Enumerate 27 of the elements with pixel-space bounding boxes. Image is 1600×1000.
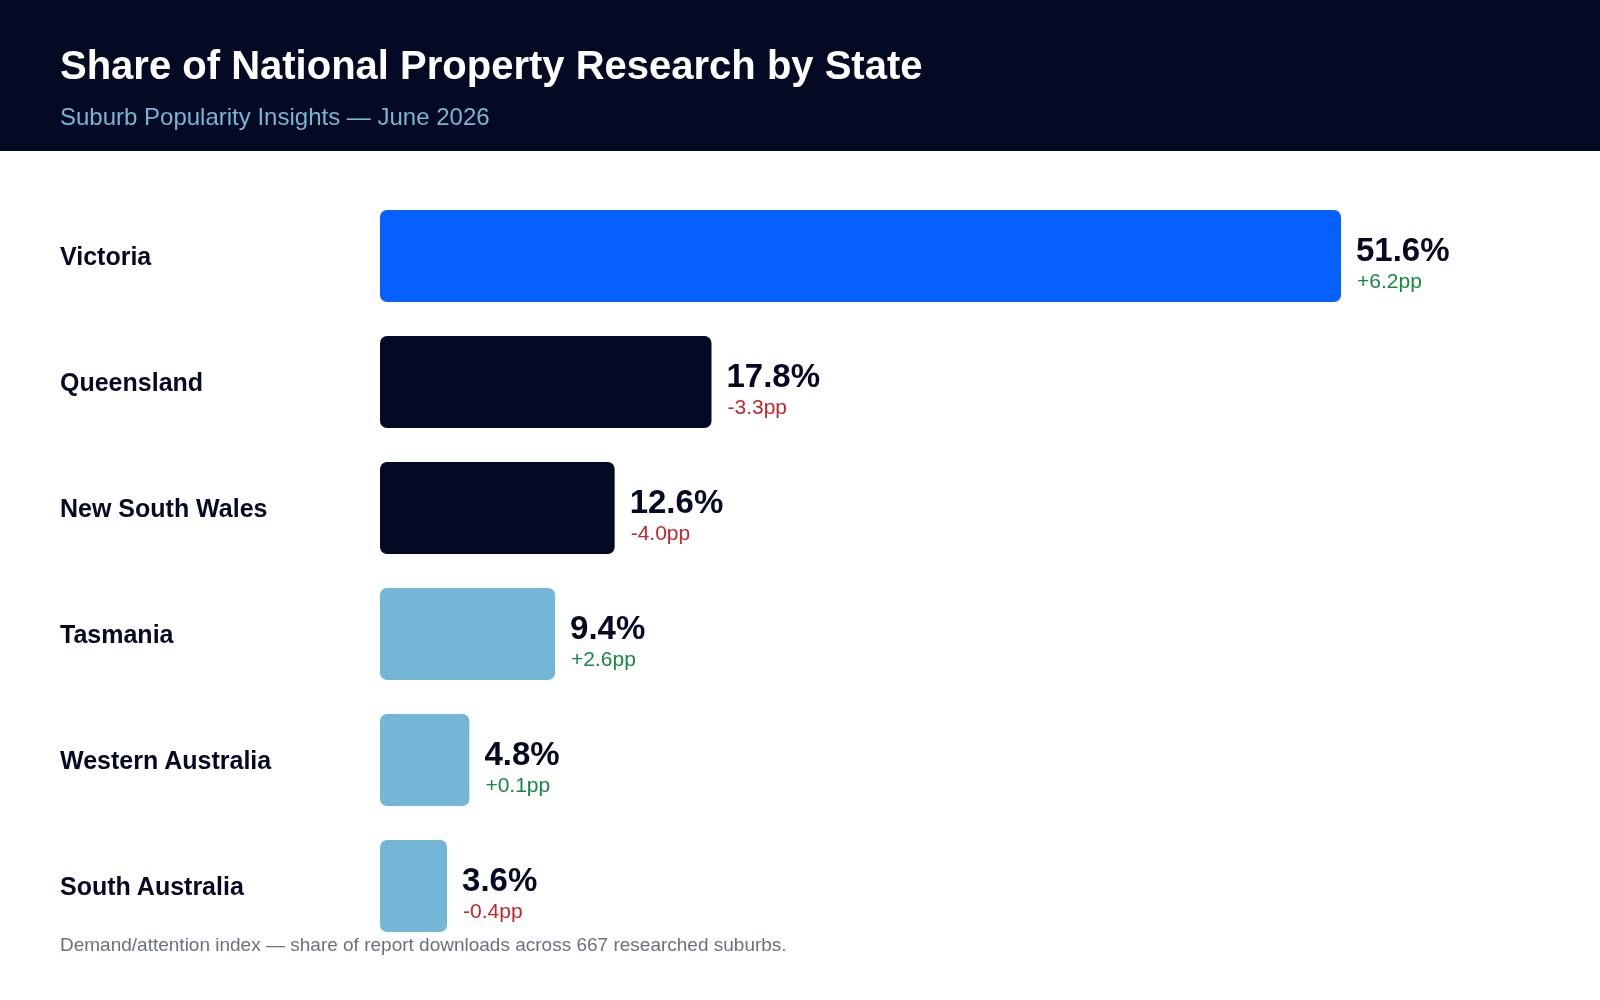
bar	[380, 462, 615, 554]
y-tick-label: New South Wales	[60, 493, 268, 522]
annotation: +0.1pp	[485, 773, 551, 796]
y-tick-label: Tasmania	[60, 619, 175, 648]
bar	[380, 210, 1341, 302]
bar	[380, 588, 556, 680]
annotation: +6.2pp	[1357, 269, 1422, 292]
y-tick-label: Victoria	[60, 241, 153, 270]
bar	[380, 840, 448, 932]
bar	[380, 336, 712, 428]
chart-subtitle: Suburb Popularity Insights — June 2026	[60, 103, 490, 130]
data-label: 4.8%	[484, 735, 560, 772]
data-label: 9.4%	[570, 609, 646, 646]
annotation: Demand/attention index — share of report downloads across 667 researched suburbs.	[60, 934, 787, 955]
chart-title: Share of National Property Research by State	[60, 43, 923, 87]
data-label: 3.6%	[462, 861, 538, 898]
y-tick-label: South Australia	[60, 871, 245, 900]
annotation: -3.3pp	[727, 395, 788, 418]
bar	[380, 714, 470, 806]
annotation: +2.6pp	[571, 647, 636, 670]
annotation: -4.0pp	[630, 521, 691, 544]
data-label: 17.8%	[726, 357, 821, 394]
y-tick-label: Queensland	[60, 367, 204, 396]
data-label: 51.6%	[1356, 231, 1450, 268]
y-tick-label: Western Australia	[60, 745, 273, 774]
data-label: 12.6%	[629, 483, 724, 520]
annotation: -0.4pp	[463, 899, 523, 922]
